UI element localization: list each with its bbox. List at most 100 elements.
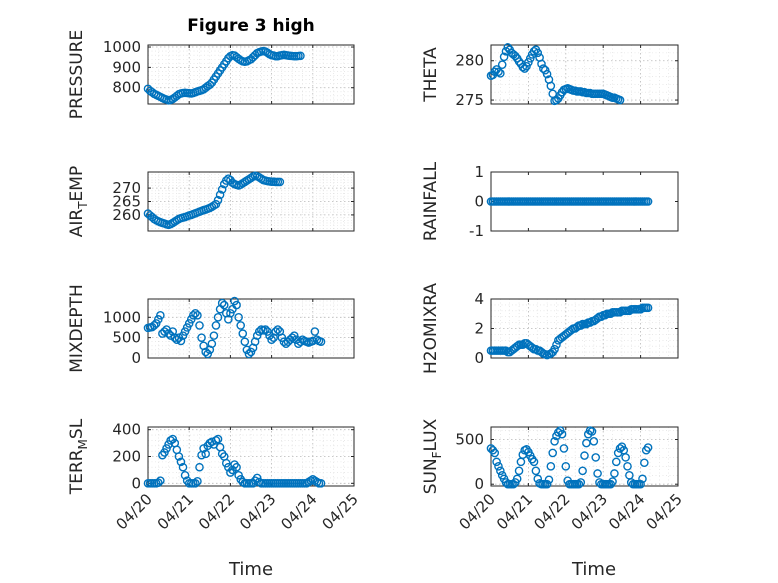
data-point (578, 466, 587, 476)
data-point (211, 199, 221, 209)
data-point (238, 329, 248, 338)
axes-pressure: 800 900 1000 PRESSURE (67, 30, 355, 119)
data-point (638, 474, 647, 484)
axes-frame (147, 44, 355, 105)
data-point (587, 427, 597, 436)
data-point (512, 341, 522, 351)
data-point (593, 469, 602, 478)
y-axis-label: TERRMSL (67, 418, 90, 495)
data-point (552, 340, 561, 350)
data-point (310, 327, 320, 336)
data-point (232, 462, 241, 472)
x-tick-label: 04/24 (277, 490, 320, 533)
data-point (176, 336, 186, 346)
y-tick-label: 0 (474, 349, 484, 367)
data-point (557, 429, 567, 439)
data-point (296, 337, 305, 347)
y-tick-label: 0 (131, 349, 141, 367)
data-point (182, 323, 192, 332)
data-point (490, 448, 500, 458)
data-point (160, 448, 169, 457)
data-point (236, 321, 245, 330)
axes-frame (490, 426, 679, 487)
data-point (191, 308, 200, 318)
y-tick-label: 275 (455, 91, 484, 109)
y-tick-label: 400 (112, 421, 141, 439)
y-tick-label: 280 (455, 52, 484, 70)
data-point (180, 327, 190, 336)
data-point (550, 344, 559, 354)
data-point (277, 333, 287, 342)
data-point (496, 69, 505, 78)
data-point (591, 453, 601, 462)
data-point (574, 479, 584, 489)
y-tick-label: 0 (131, 474, 141, 492)
y-tick-label: 200 (112, 448, 141, 466)
data-point (193, 310, 202, 320)
data-point (524, 58, 533, 67)
data-point (540, 65, 550, 75)
data-point (191, 479, 200, 488)
y-tick-label: 900 (112, 58, 141, 76)
data-point (316, 337, 326, 347)
data-point (292, 335, 301, 344)
axes-rainfall: -1 0 1 RAINFALL (421, 161, 679, 241)
y-axis-label: RAINFALL (421, 161, 441, 241)
data-point (195, 462, 204, 472)
data-point (306, 476, 316, 485)
data-point (263, 327, 272, 336)
data-point (621, 453, 630, 462)
data-point (207, 339, 217, 349)
data-point (213, 313, 223, 322)
data-point (211, 436, 221, 445)
y-axis-label: PRESSURE (67, 30, 87, 119)
data-point (149, 321, 159, 330)
data-point (176, 457, 186, 467)
data-point (550, 436, 559, 446)
data-point (544, 475, 554, 485)
data-point (518, 62, 528, 72)
data-point (153, 315, 163, 324)
data-point (234, 470, 243, 480)
axes-mixdepth: 0 500 1000 MIXDEPTH (67, 284, 355, 373)
y-tick-label: -1 (469, 222, 484, 240)
y-axis-label: H2OMIXRA (421, 283, 441, 374)
data-point (531, 466, 541, 476)
data-point (156, 476, 165, 485)
data-point (201, 347, 210, 357)
axes-frame (147, 298, 355, 359)
data-point (153, 478, 163, 487)
data-point (275, 177, 285, 187)
x-axis-label-left: Time (228, 559, 273, 580)
x-tick-label: 04/24 (605, 490, 648, 533)
data-point (213, 195, 223, 205)
data-point (252, 331, 262, 340)
data-point (548, 448, 558, 458)
data-point (160, 327, 169, 336)
data-point (546, 462, 556, 471)
data-point (209, 331, 219, 340)
data-point (164, 440, 173, 449)
data-point (217, 298, 227, 308)
data-point (193, 477, 202, 486)
y-tick-label: 270 (112, 179, 141, 197)
axes-background (147, 426, 355, 487)
data-point (533, 48, 543, 58)
y-tick-label: 1000 (103, 308, 141, 326)
data-point (254, 477, 264, 487)
y-axis-label: SUNFLUX (421, 418, 444, 494)
data-point (546, 81, 556, 91)
data-point (261, 325, 270, 334)
x-tick-label: 04/25 (643, 490, 686, 533)
data-point (238, 477, 248, 487)
data-point (611, 457, 621, 467)
figure-title: Figure 3 high (187, 16, 315, 36)
x-tick-label: 04/21 (493, 490, 536, 533)
data-point (209, 201, 219, 210)
data-point (542, 69, 552, 79)
data-point (520, 64, 529, 73)
